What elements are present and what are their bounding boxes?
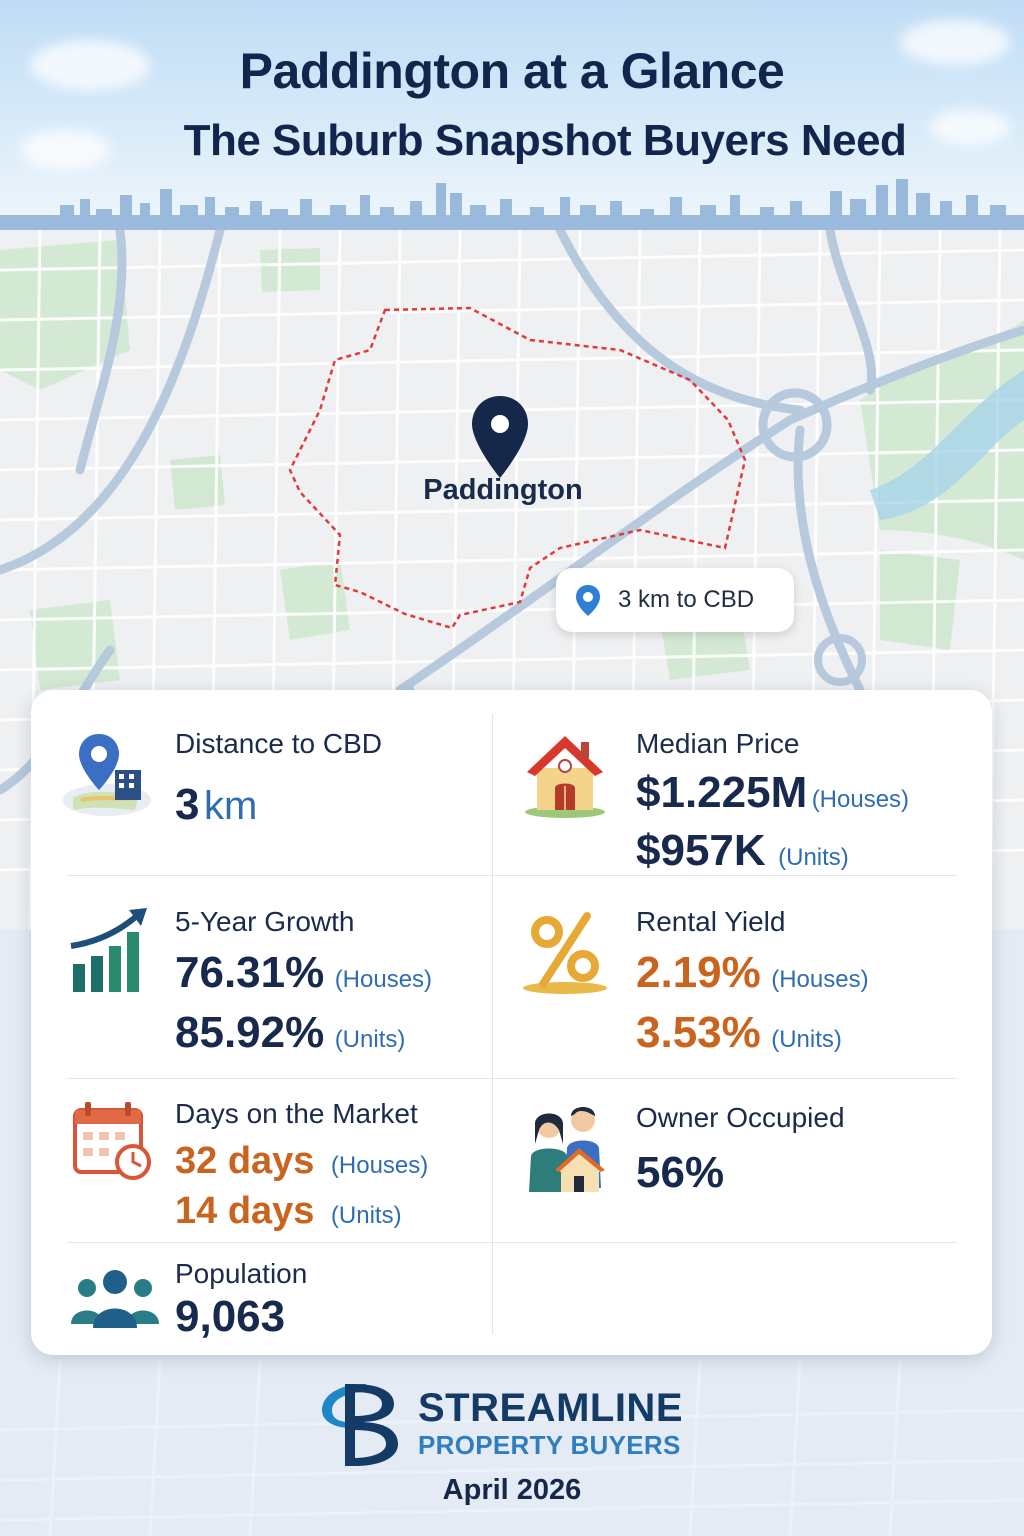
growth-houses-tag: (Houses): [334, 966, 433, 993]
rental-yield-label: Rental Yield: [636, 906, 786, 937]
rental-yield-units-value: 3.53%: [636, 1008, 761, 1057]
streamline-logo-mark-icon: [322, 1384, 398, 1466]
rental-yield-units-tag: (Units): [771, 1026, 842, 1053]
days-on-market-label: Days on the Market: [175, 1098, 418, 1129]
cbd-chip-text: 3 km to CBD: [618, 586, 755, 613]
brand-tagline: PROPERTY BUYERS: [418, 1430, 681, 1460]
rental-yield-houses-value: 2.19%: [636, 948, 761, 997]
row-divider: [67, 1242, 957, 1243]
rental-yield-houses-tag: (Houses): [771, 966, 869, 993]
page-title: Paddington at a Glance: [239, 43, 785, 99]
cloud-decoration: [30, 40, 150, 90]
growth-units-tag: (Units): [334, 1026, 406, 1053]
days-houses-tag: (Houses): [330, 1152, 429, 1179]
stats-card: Distance to CBD 3 km Median Price $1.225…: [31, 690, 992, 1355]
row-divider: [67, 875, 957, 876]
header-banner: Paddington at a Glance The Suburb Snapsh…: [0, 0, 1024, 235]
days-units-tag: (Units): [330, 1202, 402, 1229]
distance-unit: km: [203, 784, 258, 828]
page-subtitle: The Suburb Snapshot Buyers Need: [183, 116, 907, 165]
brand-name: STREAMLINE: [418, 1386, 683, 1430]
map-pin-icon: [576, 585, 600, 616]
row-divider: [67, 1078, 957, 1079]
map-pin-city-icon: [63, 734, 151, 816]
days-units-value: 14 days: [175, 1190, 315, 1232]
median-price-houses-value: $1.225M: [636, 768, 808, 817]
growth-chart-icon: [70, 908, 147, 992]
cloud-decoration: [20, 130, 110, 170]
brand-logo[interactable]: STREAMLINE PROPERTY BUYERS: [310, 1378, 730, 1470]
cloud-decoration: [900, 20, 1010, 65]
distance-label: Distance to CBD: [175, 728, 382, 759]
distance-value: 3: [175, 780, 200, 829]
median-price-houses-tag: (Houses): [811, 786, 910, 813]
population-value: 9,063: [175, 1292, 286, 1341]
growth-label: 5-Year Growth: [175, 906, 355, 937]
median-price-label: Median Price: [636, 728, 800, 759]
days-houses-value: 32 days: [175, 1140, 315, 1182]
suburb-name-label: Paddington: [423, 474, 583, 506]
people-group-icon: [71, 1270, 159, 1328]
couple-house-icon: [529, 1107, 605, 1192]
house-icon: [525, 736, 605, 818]
growth-units-value: 85.92%: [175, 1008, 325, 1057]
median-price-units-tag: (Units): [778, 844, 849, 871]
cloud-decoration: [930, 110, 1010, 145]
calendar-clock-icon: [73, 1102, 151, 1180]
suburb-boundary: [288, 306, 747, 630]
owner-occupied-label: Owner Occupied: [636, 1102, 845, 1133]
population-label: Population: [175, 1258, 308, 1289]
city-skyline-illustration: [0, 179, 1024, 235]
growth-houses-value: 76.31%: [175, 948, 325, 997]
percent-icon: [523, 912, 607, 994]
median-price-units-value: $957K: [636, 826, 766, 875]
report-date: April 2026: [442, 1474, 582, 1506]
owner-occupied-value: 56%: [636, 1148, 725, 1197]
column-divider: [492, 714, 493, 1334]
cbd-distance-chip[interactable]: 3 km to CBD: [556, 568, 794, 632]
